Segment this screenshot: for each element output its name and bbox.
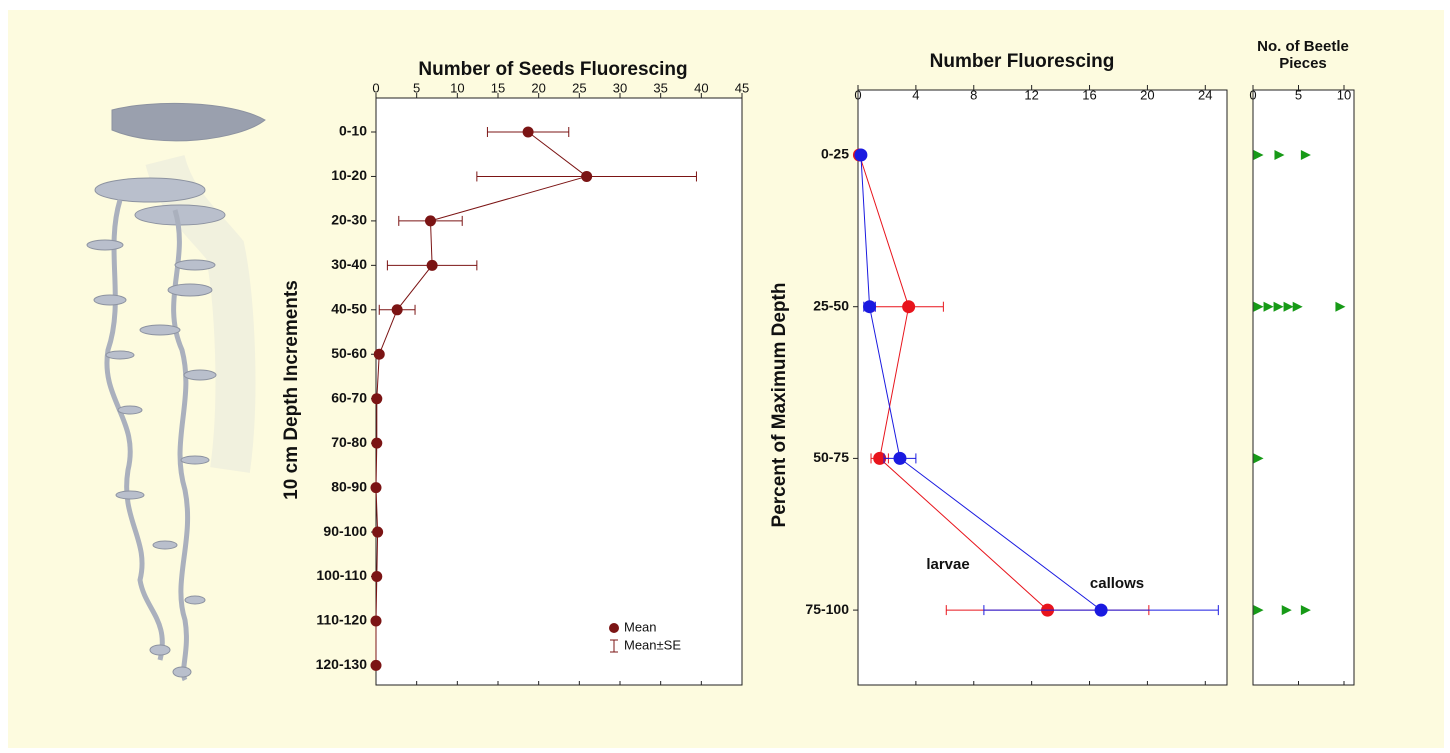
data-point bbox=[1273, 301, 1284, 312]
y-tick-label: 75-100 bbox=[805, 601, 849, 617]
data-point bbox=[1253, 605, 1264, 616]
data-point bbox=[1283, 301, 1294, 312]
y-tick-label: 60-70 bbox=[331, 389, 367, 405]
y-tick-label: 40-50 bbox=[331, 301, 367, 317]
plot-frame bbox=[857, 89, 1228, 686]
y-tick-label: 0-10 bbox=[339, 123, 367, 139]
data-point bbox=[370, 615, 382, 627]
data-point bbox=[370, 482, 382, 494]
data-point bbox=[1253, 453, 1264, 464]
x-tick-label: 24 bbox=[1198, 87, 1212, 102]
y-tick-label: 50-75 bbox=[813, 449, 849, 465]
data-point bbox=[1274, 150, 1285, 160]
x-tick-label: 5 bbox=[413, 80, 420, 95]
x-tick-label: 10 bbox=[450, 80, 464, 95]
y-axis-label: Percent of Maximum Depth bbox=[769, 283, 790, 528]
data-point bbox=[426, 259, 438, 271]
x-tick-label: 15 bbox=[491, 80, 505, 95]
x-tick-label: 0 bbox=[372, 80, 379, 95]
data-point bbox=[873, 451, 887, 465]
data-point bbox=[902, 300, 916, 314]
x-tick-label: 30 bbox=[613, 80, 627, 95]
y-tick-label: 0-25 bbox=[821, 146, 849, 162]
data-point bbox=[1253, 301, 1264, 312]
data-point bbox=[391, 304, 403, 316]
chart-title: No. of Beetle Pieces bbox=[1257, 38, 1349, 72]
x-tick-label: 10 bbox=[1337, 87, 1351, 102]
chart-title: Number Fluorescing bbox=[930, 51, 1115, 72]
x-tick-label: 40 bbox=[694, 80, 708, 95]
series-label: callows bbox=[1090, 575, 1144, 592]
x-tick-label: 5 bbox=[1295, 87, 1302, 102]
data-point bbox=[371, 393, 383, 405]
y-tick-label: 70-80 bbox=[331, 434, 367, 450]
data-point bbox=[1281, 605, 1292, 616]
x-tick-label: 0 bbox=[1249, 87, 1256, 102]
data-point bbox=[1300, 150, 1311, 160]
y-tick-label: 80-90 bbox=[331, 478, 367, 494]
legend-label: Mean bbox=[624, 619, 657, 634]
data-point bbox=[1094, 603, 1108, 617]
y-tick-label: 110-120 bbox=[316, 612, 367, 628]
data-point bbox=[1292, 301, 1303, 312]
y-tick-label: 120-130 bbox=[316, 656, 368, 672]
legend-label: Mean±SE bbox=[624, 637, 681, 652]
data-point bbox=[370, 659, 382, 671]
y-tick-label: 90-100 bbox=[323, 523, 367, 539]
data-point bbox=[854, 148, 868, 162]
chart-title: Number of Seeds Fluorescing bbox=[418, 59, 687, 80]
data-point bbox=[893, 451, 907, 465]
data-point bbox=[371, 571, 383, 582]
nest-cast-image bbox=[86, 102, 266, 682]
x-tick-label: 8 bbox=[970, 87, 977, 102]
series-line bbox=[858, 154, 1048, 611]
y-tick-label: 20-30 bbox=[331, 212, 367, 228]
y-axis-label: 10 cm Depth Increments bbox=[281, 280, 302, 500]
x-tick-label: 45 bbox=[735, 80, 749, 95]
data-point bbox=[522, 126, 534, 138]
data-point bbox=[863, 300, 877, 314]
legend-marker bbox=[609, 623, 619, 633]
x-tick-label: 0 bbox=[854, 87, 861, 102]
y-tick-label: 10-20 bbox=[331, 167, 367, 183]
series-line bbox=[860, 154, 1102, 611]
y-tick-label: 100-110 bbox=[316, 567, 367, 583]
data-point bbox=[372, 526, 384, 538]
data-point bbox=[424, 215, 436, 227]
series-label: larvae bbox=[926, 556, 969, 573]
y-tick-label: 30-40 bbox=[331, 256, 367, 272]
data-point bbox=[581, 170, 593, 182]
y-tick-label: 25-50 bbox=[813, 297, 849, 313]
x-tick-label: 20 bbox=[531, 80, 545, 95]
data-point bbox=[371, 437, 383, 449]
x-tick-label: 12 bbox=[1024, 87, 1038, 102]
plot-frame bbox=[375, 97, 743, 686]
data-point bbox=[1335, 301, 1346, 312]
x-tick-label: 35 bbox=[653, 80, 667, 95]
data-point bbox=[1253, 150, 1264, 160]
x-tick-label: 16 bbox=[1082, 87, 1096, 102]
data-point bbox=[373, 348, 385, 360]
y-tick-label: 50-60 bbox=[331, 345, 367, 361]
x-tick-label: 25 bbox=[572, 80, 586, 95]
data-point bbox=[1300, 605, 1311, 616]
plot-frame bbox=[1252, 89, 1355, 686]
x-tick-label: 4 bbox=[912, 87, 919, 102]
x-tick-label: 20 bbox=[1140, 87, 1154, 102]
data-point bbox=[1263, 301, 1274, 312]
